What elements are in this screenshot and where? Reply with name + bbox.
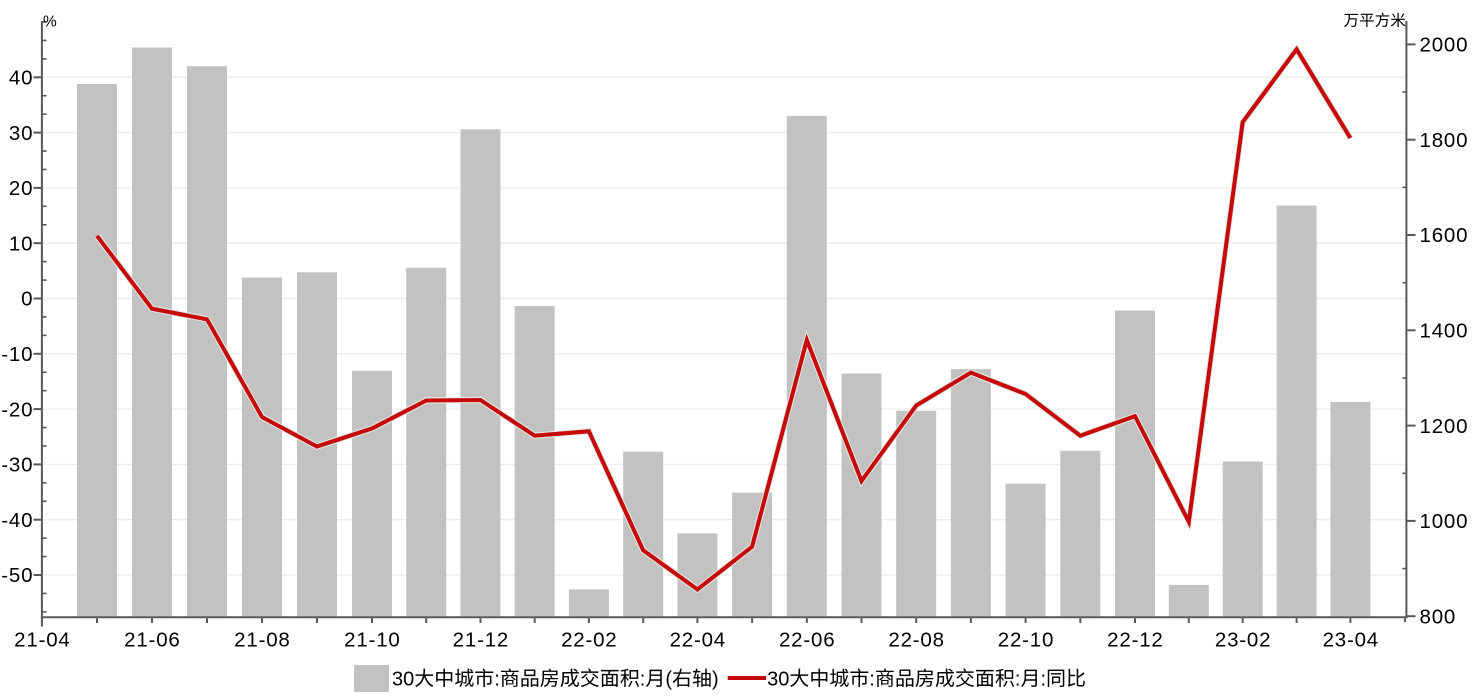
svg-text:30: 30: [767, 668, 789, 690]
svg-text:1800: 1800: [1420, 129, 1469, 152]
svg-text:10: 10: [9, 232, 33, 255]
svg-text:1200: 1200: [1420, 415, 1469, 438]
svg-text:1600: 1600: [1420, 224, 1469, 247]
svg-text:20: 20: [9, 177, 33, 200]
svg-text:22-02: 22-02: [561, 628, 617, 651]
svg-text:22-10: 22-10: [998, 628, 1054, 651]
svg-text:2000: 2000: [1420, 34, 1469, 57]
svg-text::: :: [1015, 668, 1021, 690]
svg-text::: :: [640, 668, 646, 690]
svg-text:21-10: 21-10: [344, 628, 400, 651]
svg-text:-10: -10: [1, 343, 33, 366]
svg-text:21-08: 21-08: [234, 628, 290, 651]
svg-text:1000: 1000: [1420, 510, 1469, 533]
svg-text:-20: -20: [1, 398, 33, 421]
svg-text::: :: [869, 668, 875, 690]
svg-text:0: 0: [21, 288, 33, 311]
svg-text:21-06: 21-06: [124, 628, 180, 651]
svg-text:21-04: 21-04: [14, 628, 70, 651]
svg-text:23-04: 23-04: [1323, 628, 1379, 651]
svg-text:(: (: [665, 668, 672, 690]
svg-text:%: %: [43, 13, 57, 30]
svg-text:-30: -30: [1, 454, 33, 477]
svg-text:23-02: 23-02: [1215, 628, 1271, 651]
svg-text:-40: -40: [1, 509, 33, 532]
svg-text:-50: -50: [1, 564, 33, 587]
svg-text:30: 30: [392, 668, 414, 690]
svg-text:30: 30: [9, 122, 33, 145]
svg-text::: :: [494, 668, 500, 690]
svg-text:): ): [712, 668, 719, 690]
svg-text:40: 40: [9, 67, 33, 90]
svg-text::: :: [1041, 668, 1047, 690]
svg-text:1400: 1400: [1420, 320, 1469, 343]
svg-text:22-12: 22-12: [1107, 628, 1163, 651]
svg-text:800: 800: [1420, 605, 1457, 628]
svg-text:21-12: 21-12: [453, 628, 509, 651]
svg-text:22-08: 22-08: [888, 628, 944, 651]
svg-text:22-06: 22-06: [779, 628, 835, 651]
svg-text:22-04: 22-04: [670, 628, 726, 651]
